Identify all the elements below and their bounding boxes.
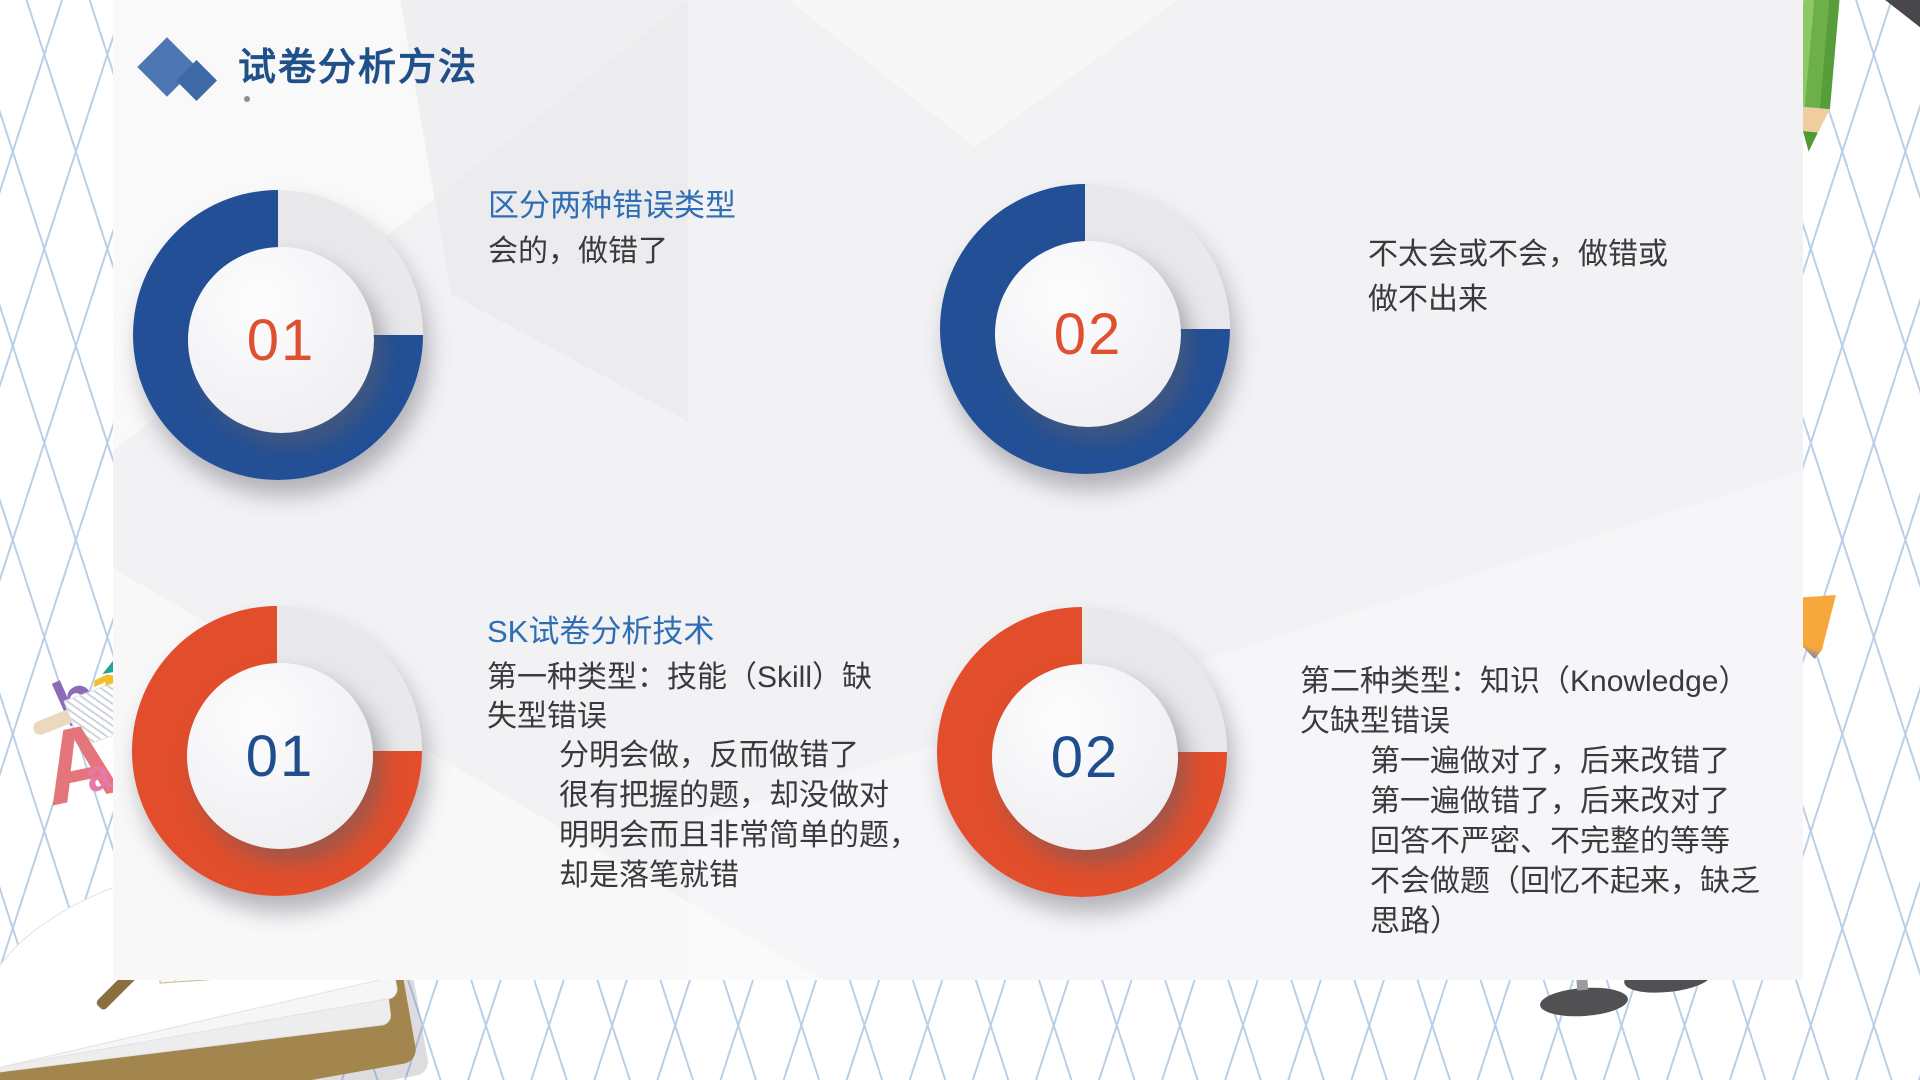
block-subline: 却是落笔就错 xyxy=(559,859,739,892)
block-subline: 思路） xyxy=(1370,905,1460,938)
text-block-1: 区分两种错误类型 会的，做错了 xyxy=(488,186,736,271)
donut-core: 01 xyxy=(187,663,373,849)
step-number: 01 xyxy=(246,307,316,373)
step-number: 02 xyxy=(1050,724,1120,790)
block-subline: 回答不严密、不完整的等等 xyxy=(1370,825,1730,858)
block-subline: 很有把握的题，却没做对 xyxy=(559,779,889,812)
donut-core: 01 xyxy=(188,247,374,433)
block-subline: 明明会而且非常简单的题， xyxy=(559,819,919,852)
block-subline: 不会做题（回忆不起来，缺乏 xyxy=(1370,865,1760,898)
block-subline: 分明会做，反而做错了 xyxy=(559,739,859,772)
donut-core: 02 xyxy=(992,664,1178,850)
block-heading: SK试卷分析技术 xyxy=(487,614,715,649)
donut-step-3: 01 xyxy=(132,606,422,896)
block-heading: 区分两种错误类型 xyxy=(488,188,736,223)
donut-step-4: 02 xyxy=(937,607,1227,897)
block-line: 会的，做错了 xyxy=(488,235,668,268)
block-subline: 第一遍做对了，后来改错了 xyxy=(1370,745,1730,778)
block-line: 第一种类型：技能（Skill）缺 xyxy=(487,661,873,694)
title-dot xyxy=(244,96,250,102)
text-block-4: 第二种类型：知识（Knowledge） 欠缺型错误 第一遍做对了，后来改错了 第… xyxy=(1300,662,1760,942)
step-number: 01 xyxy=(245,723,315,789)
block-line: 第二种类型：知识（Knowledge） xyxy=(1300,665,1749,698)
block-line: 失型错误 xyxy=(487,700,607,733)
page-title: 试卷分析方法 xyxy=(238,47,479,89)
donut-step-1: 01 xyxy=(133,190,423,480)
donut-core: 02 xyxy=(995,241,1181,427)
step-number: 02 xyxy=(1053,301,1123,367)
donut-step-2: 02 xyxy=(940,184,1230,474)
block-line: 做不出来 xyxy=(1368,283,1488,316)
block-subline: 第一遍做错了，后来改对了 xyxy=(1370,785,1730,818)
text-block-2: 不太会或不会，做错或 做不出来 xyxy=(1368,232,1668,322)
text-block-3: SK试卷分析技术 第一种类型：技能（Skill）缺 失型错误 分明会做，反而做错… xyxy=(487,612,919,896)
slide-panel: 试卷分析方法 01 区分两种错误类型 会的，做错了 02 不太会或不会，做错或 … xyxy=(113,0,1803,980)
block-line: 欠缺型错误 xyxy=(1300,705,1450,738)
block-line: 不太会或不会，做错或 xyxy=(1368,238,1668,271)
pencil-tip xyxy=(1801,131,1818,152)
